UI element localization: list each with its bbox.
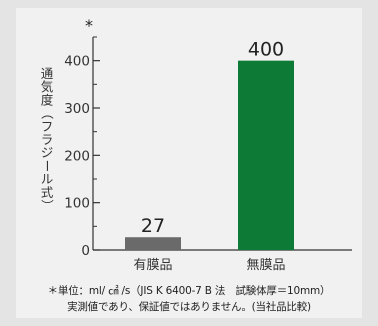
y-axis-label-char: （ [40,107,55,120]
x-category-label-2: 無膜品 [246,258,285,273]
y-axis-label-char: 通 [41,66,54,81]
chart-panel [16,8,362,318]
footnote: ＊単位：ml/ ㎠ /s（JIS K 6400-7 B 法 試験体厚＝10mm）… [16,283,362,315]
y-axis-label-char: フ [41,119,54,134]
y-axis-label-char: ー [40,160,55,173]
y-axis-label-char: ル [41,172,54,187]
footnote-line-1: ＊単位：ml/ ㎠ /s（JIS K 6400-7 B 法 試験体厚＝10mm） [47,285,331,297]
y-tick-label: 400 [64,54,90,70]
y-axis-label-char: 度 [41,92,54,107]
y-axis-label-char: ジ [41,145,54,160]
data-label-1: 27 [141,215,165,237]
y-tick-label: 0 [81,243,90,259]
y-axis-label-char: ラ [41,132,54,147]
y-axis-label-char: 式 [41,185,54,200]
data-label-2: 400 [248,39,284,61]
axis-asterisk: * [85,16,93,35]
y-axis-label-char: ） [40,199,55,212]
x-category-label-1: 有膜品 [133,258,172,273]
y-tick-label: 300 [64,101,90,117]
bars: 27 有膜品 400 無膜品 [125,39,294,273]
y-tick-label: 200 [64,148,90,164]
footnote-line-2: 実測値であり、保証値ではありません。(当社品比較) [67,301,311,313]
y-axis-label-char: 気 [41,79,54,94]
bar-2 [238,60,294,250]
bar-1 [125,237,181,250]
y-tick-label: 100 [64,196,90,212]
